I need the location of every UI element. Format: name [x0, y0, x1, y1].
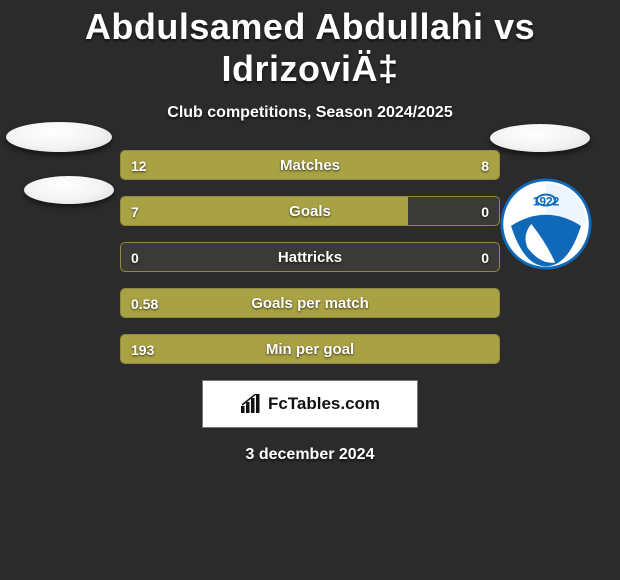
stat-value-right: 0: [481, 243, 489, 272]
stat-fill-left: [121, 197, 408, 225]
player-left-avatar-2: [24, 176, 114, 204]
stat-value-left: 0: [131, 243, 139, 272]
brand-box[interactable]: FcTables.com: [202, 380, 418, 428]
stat-row: 70Goals: [120, 196, 500, 226]
stat-value-right: 8: [481, 151, 489, 180]
page-subtitle: Club competitions, Season 2024/2025: [0, 104, 620, 122]
stat-fill-right: [348, 151, 499, 179]
stat-value-left: 12: [131, 151, 147, 180]
stat-fill-left: [121, 151, 348, 179]
stat-value-right: 0: [481, 197, 489, 226]
stats-container: 128Matches70Goals00Hattricks0.58Goals pe…: [120, 150, 500, 364]
stat-row: 128Matches: [120, 150, 500, 180]
player-left-avatar-1: [6, 122, 112, 152]
stat-row: 0.58Goals per match: [120, 288, 500, 318]
stat-fill-left: [121, 289, 499, 317]
stat-value-left: 7: [131, 197, 139, 226]
player-right-avatar: [490, 124, 590, 152]
date-text: 3 december 2024: [0, 446, 620, 464]
stat-fill-left: [121, 335, 499, 363]
stat-value-left: 193: [131, 335, 154, 364]
club-logo: 1922: [500, 178, 592, 270]
stat-label: Hattricks: [121, 243, 499, 272]
page-title: Abdulsamed Abdullahi vs IdrizoviÄ‡: [0, 0, 620, 90]
stat-row: 193Min per goal: [120, 334, 500, 364]
brand-text: FcTables.com: [268, 394, 380, 414]
stat-row: 0 0Hattricks: [120, 242, 500, 272]
bar-chart-icon: [240, 394, 262, 414]
stat-value-left: 0.58: [131, 289, 158, 318]
